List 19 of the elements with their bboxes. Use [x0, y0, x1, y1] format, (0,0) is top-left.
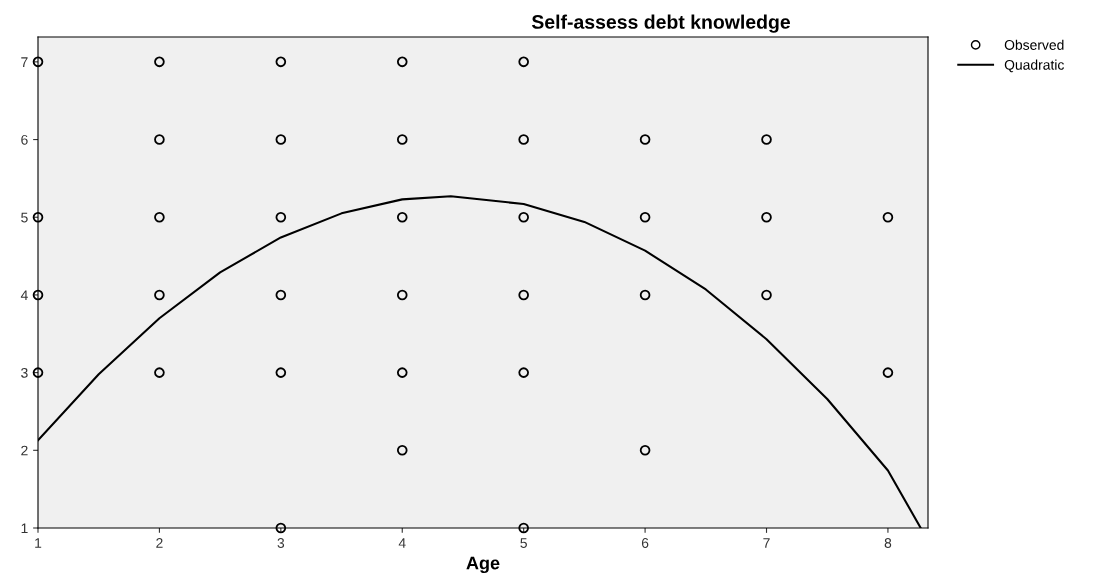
legend-label: Quadratic	[1004, 59, 1064, 73]
y-tick-label: 3	[21, 367, 28, 378]
y-tick-label: 2	[21, 445, 28, 456]
x-tick-label: 4	[398, 538, 406, 548]
legend-label: Observed	[1004, 39, 1064, 50]
x-tick-label: 3	[277, 538, 285, 548]
x-axis-title: Age	[466, 556, 500, 574]
y-tick-label: 1	[21, 523, 28, 534]
y-tick-label: 5	[21, 212, 28, 223]
y-tick-label: 4	[20, 290, 28, 300]
chart-title: Self-assess debt knowledge	[531, 14, 791, 33]
x-tick-label: 5	[520, 538, 527, 548]
y-tick-label: 7	[21, 57, 28, 67]
x-tick-label: 2	[156, 538, 163, 548]
y-tick-label: 6	[21, 134, 28, 145]
x-tick-label: 6	[641, 538, 649, 548]
x-tick-label: 7	[763, 538, 770, 548]
x-tick-label: 8	[884, 538, 892, 548]
x-tick-label: 1	[35, 538, 42, 548]
